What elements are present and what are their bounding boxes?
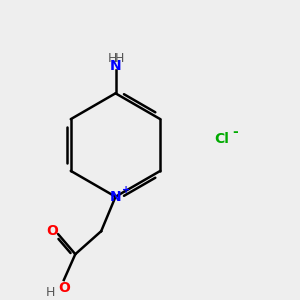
Text: H: H	[107, 52, 117, 65]
Text: O: O	[46, 224, 58, 238]
Text: +: +	[122, 184, 130, 194]
Text: O: O	[58, 281, 70, 295]
Text: -: -	[232, 125, 238, 139]
Text: Cl: Cl	[214, 132, 229, 146]
Text: N: N	[110, 190, 121, 204]
Text: H: H	[114, 52, 124, 65]
Text: N: N	[110, 59, 121, 73]
Text: H: H	[46, 286, 56, 299]
